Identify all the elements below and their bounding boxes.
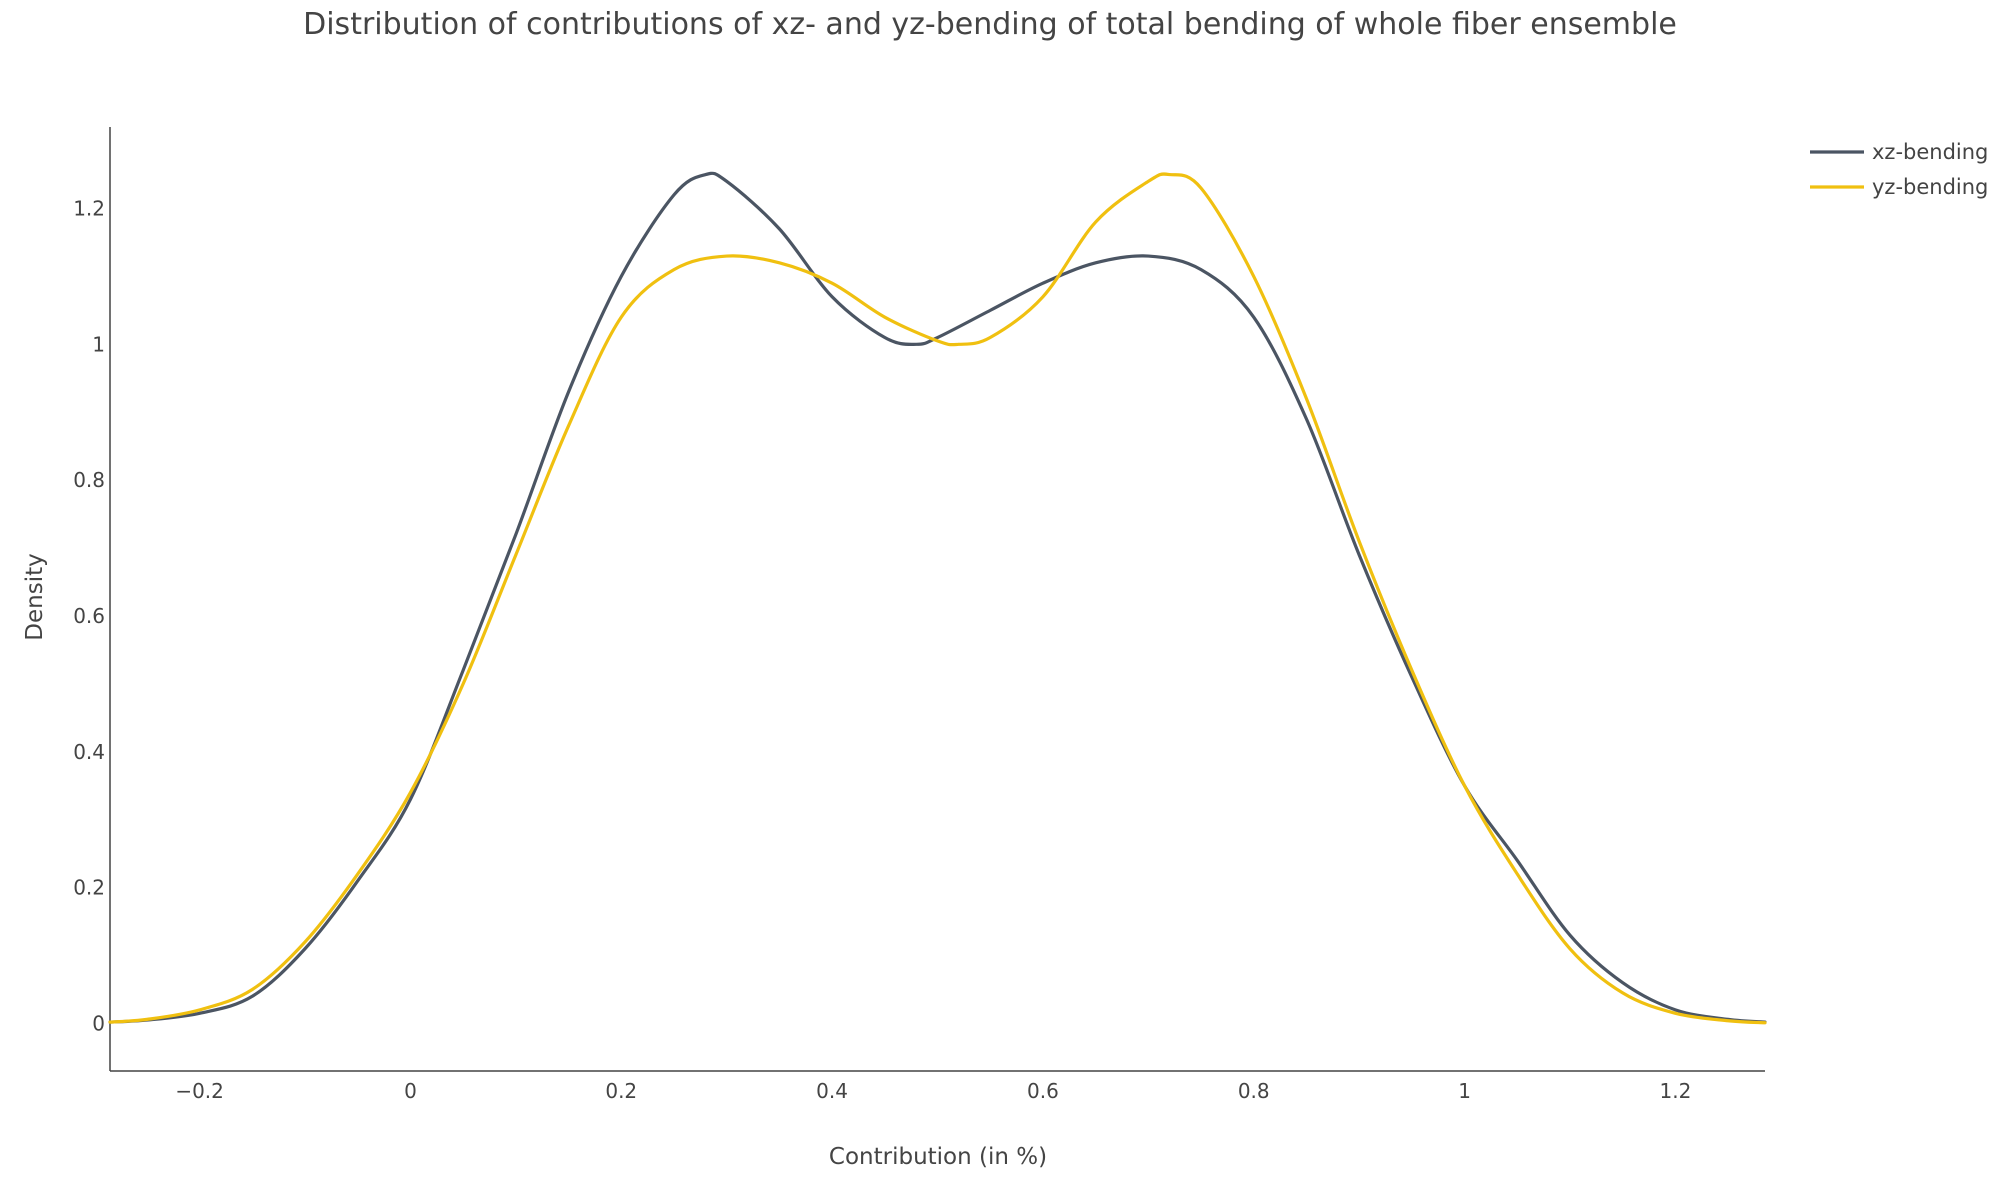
chart-title: Distribution of contributions of xz- and… [303, 7, 1677, 42]
y-tick-label: 0.8 [73, 468, 105, 492]
x-tick-label: −0.2 [175, 1079, 224, 1103]
x-tick-label: 0.8 [1238, 1079, 1270, 1103]
y-tick-label: 1.2 [73, 196, 105, 220]
y-tick-label: 1 [92, 332, 105, 356]
legend-label-yz-bending[interactable]: yz-bending [1872, 175, 1988, 199]
legend[interactable]: xz-bending yz-bending [1810, 140, 1988, 199]
x-tick-label: 0.4 [816, 1079, 848, 1103]
x-tick-label: 0.2 [605, 1079, 637, 1103]
x-tick-label: 0 [404, 1079, 417, 1103]
x-axis-title: Contribution (in %) [829, 1144, 1047, 1170]
x-tick-label: 1 [1458, 1079, 1471, 1103]
x-tick-label: 1.2 [1659, 1079, 1691, 1103]
plot-area [108, 171, 1767, 1025]
y-tick-label: 0.2 [73, 876, 105, 900]
x-tick-label: 0.6 [1027, 1079, 1059, 1103]
series-line-yz-bending [108, 172, 1767, 1025]
y-tick-label: 0.6 [73, 604, 105, 628]
y-axis-title: Density [22, 553, 48, 640]
legend-label-xz-bending[interactable]: xz-bending [1872, 140, 1988, 164]
y-tick-label: 0 [92, 1011, 105, 1035]
axes: −0.2 0 0.2 0.4 0.6 0.8 1 1.2 0 0.2 0.4 0.6 0.8 1 1.2 [73, 127, 1765, 1103]
y-tick-label: 0.4 [73, 740, 105, 764]
series-line-xz-bending [108, 171, 1767, 1024]
